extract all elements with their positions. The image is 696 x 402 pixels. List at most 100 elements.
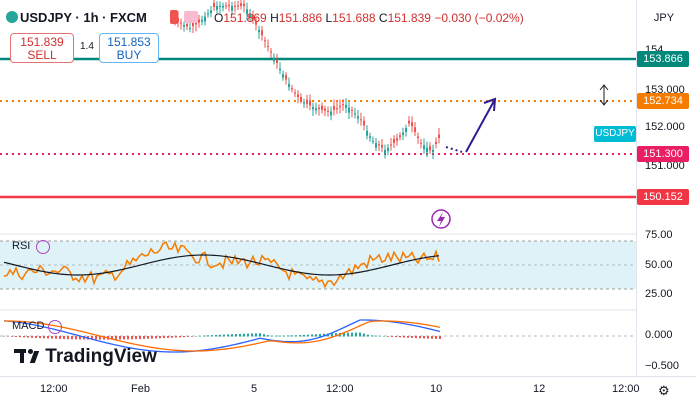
- macd-histogram-bar: [219, 334, 221, 337]
- macd-histogram-bar: [407, 336, 409, 338]
- macd-histogram-bar: [183, 336, 185, 338]
- candle-body: [270, 51, 272, 53]
- lightning-icon[interactable]: [431, 209, 451, 229]
- macd-histogram-bar: [359, 332, 361, 337]
- macd-histogram-bar: [143, 336, 145, 339]
- candle-body: [252, 14, 254, 20]
- candle-body: [321, 105, 323, 110]
- macd-histogram-bar: [99, 336, 101, 340]
- macd-histogram-bar: [279, 335, 281, 337]
- macd-histogram-bar: [179, 336, 181, 338]
- candle-body: [393, 138, 395, 144]
- macd-histogram-bar: [207, 335, 209, 337]
- macd-histogram-bar: [83, 336, 85, 340]
- candle-body: [300, 96, 302, 101]
- rsi-tick: 25.00: [645, 288, 673, 300]
- candle-body: [216, 6, 218, 10]
- macd-histogram-bar: [419, 336, 421, 339]
- symbol-title[interactable]: USDJPY · 1h · FXCM: [20, 10, 147, 25]
- macd-histogram-bar: [39, 336, 41, 339]
- macd-histogram-bar: [75, 336, 77, 340]
- tv-logo-mark: [14, 349, 40, 363]
- macd-histogram-bar: [159, 336, 161, 339]
- macd-histogram-bar: [391, 336, 393, 337]
- candle-body: [402, 132, 404, 135]
- macd-line: [3, 319, 441, 353]
- projection-arrowhead: [483, 97, 497, 112]
- time-label: 12:00: [326, 383, 354, 395]
- currency-selector[interactable]: JPY: [653, 12, 675, 24]
- macd-histogram-bar: [19, 336, 21, 338]
- candle-body: [285, 75, 287, 80]
- buy-label: BUY: [116, 48, 142, 62]
- candle-body: [177, 17, 179, 22]
- candle-body: [261, 30, 263, 36]
- candle-body: [408, 120, 410, 124]
- candle-body: [222, 6, 224, 8]
- candle-body: [426, 147, 428, 153]
- macd-histogram-bar: [51, 336, 53, 339]
- macd-histogram-bar: [139, 336, 141, 340]
- gear-icon[interactable]: ⚙: [658, 383, 670, 398]
- vertical-resize-icon[interactable]: [599, 84, 609, 106]
- candle-body: [429, 146, 431, 151]
- indicator-settings-icon[interactable]: [48, 320, 62, 334]
- candle-body: [372, 140, 374, 142]
- macd-histogram-bar: [195, 335, 197, 337]
- candle-body: [381, 145, 383, 148]
- candle-body: [384, 150, 386, 155]
- spread-value: 1.4: [80, 41, 94, 52]
- macd-histogram-bar: [311, 334, 313, 337]
- macd-histogram-bar: [375, 335, 377, 337]
- candle-body: [198, 19, 200, 23]
- buy-button[interactable]: 151.853 BUY: [99, 33, 159, 63]
- candle-body: [201, 19, 203, 22]
- time-label: 12:00: [40, 383, 68, 395]
- candle-body: [237, 5, 239, 7]
- macd-histogram-bar: [415, 336, 417, 339]
- macd-histogram-bar: [27, 336, 29, 338]
- candle-body: [291, 88, 293, 90]
- candle-body: [213, 2, 215, 8]
- projection-dots: [445, 146, 463, 153]
- candle-body: [180, 22, 182, 24]
- candle-body: [357, 116, 359, 119]
- macd-histogram-bar: [147, 336, 149, 339]
- macd-histogram-bar: [427, 336, 429, 339]
- symbol-tag: USDJPY: [594, 126, 636, 142]
- candle-body: [183, 25, 185, 27]
- macd-histogram-bar: [23, 336, 25, 338]
- candle-body: [204, 16, 206, 22]
- candle-body: [339, 106, 341, 108]
- candle-body: [333, 106, 335, 110]
- macd-histogram-bar: [175, 336, 177, 338]
- candle-body: [246, 9, 248, 15]
- candle-body: [354, 113, 356, 115]
- candle-body: [345, 104, 347, 108]
- candle-body: [207, 13, 209, 15]
- time-axis[interactable]: 12:00 Feb 5 12:00 10 12 12:00 ⚙: [0, 376, 696, 402]
- candle-body: [231, 6, 233, 11]
- macd-histogram-bar: [163, 336, 165, 339]
- candle-body: [324, 108, 326, 111]
- macd-histogram-bar: [155, 336, 157, 339]
- macd-histogram: [3, 332, 441, 340]
- macd-histogram-bar: [131, 336, 133, 340]
- candle-body: [294, 92, 296, 94]
- chart-canvas[interactable]: [0, 0, 636, 376]
- macd-histogram-bar: [167, 336, 169, 338]
- macd-histogram-bar: [211, 335, 213, 337]
- projection-arrow: [465, 100, 495, 153]
- macd-histogram-bar: [315, 334, 317, 337]
- macd-histogram-bar: [439, 336, 441, 340]
- sell-button[interactable]: 151.839 SELL: [10, 33, 74, 63]
- ohlc-readout: O151.869 H151.886 L151.688 C151.839 −0.0…: [214, 11, 524, 25]
- macd-histogram-bar: [227, 334, 229, 337]
- candle-body: [306, 99, 308, 104]
- macd-histogram-bar: [79, 336, 81, 340]
- macd-tick: −0.500: [645, 360, 679, 372]
- price-axis[interactable]: 154. 153.000 152.000 151.000 153.866 152…: [636, 0, 696, 376]
- indicator-settings-icon[interactable]: [36, 240, 50, 254]
- candle-body: [366, 130, 368, 136]
